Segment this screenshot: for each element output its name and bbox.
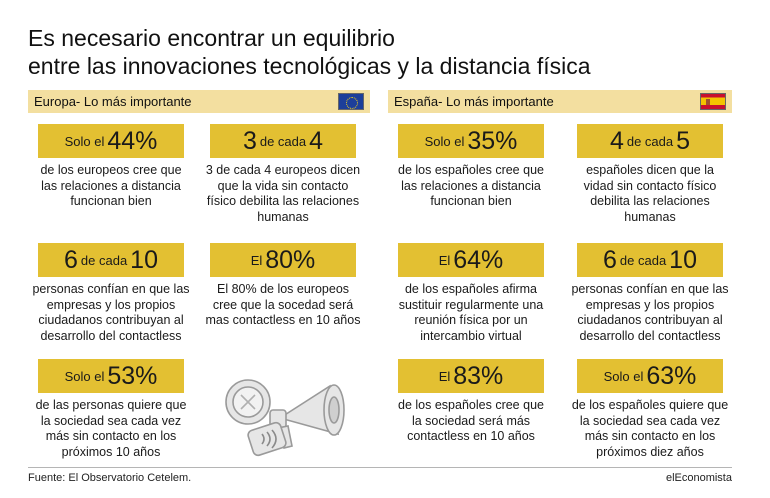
stat-connector: de cada bbox=[619, 252, 667, 268]
source-note: Fuente: El Observatorio Cetelem. bbox=[28, 472, 192, 484]
stat-value-2: 4 bbox=[309, 126, 324, 155]
stat-value: 64% bbox=[453, 245, 504, 274]
stat-highlight: Solo el 35% bbox=[398, 124, 544, 158]
stat-description: de los españoles afirma sustituir regula… bbox=[398, 282, 544, 343]
stat-highlight: 4 de cada 5 bbox=[577, 124, 723, 158]
stat-prefix: Solo el bbox=[64, 368, 105, 384]
stat-card: El 83% de los españoles cree que la soci… bbox=[386, 359, 556, 445]
stat-prefix: Solo el bbox=[64, 133, 105, 149]
title-line-2: entre las innovaciones tecnológicas y la… bbox=[28, 53, 591, 79]
stat-value-2: 5 bbox=[676, 126, 691, 155]
stat-highlight: El 83% bbox=[398, 359, 544, 393]
stat-connector: de cada bbox=[259, 133, 307, 149]
stat-card: Solo el 63% de los españoles quiere que … bbox=[565, 359, 735, 460]
stat-description: El 80% de los europeos cree que la soced… bbox=[205, 282, 361, 327]
stat-highlight: El 80% bbox=[210, 243, 356, 277]
stat-value-2: 10 bbox=[669, 245, 697, 274]
stat-highlight: 6 de cada 10 bbox=[38, 243, 184, 277]
stat-prefix: El bbox=[250, 252, 263, 268]
spain-header-label: España- Lo más importante bbox=[394, 94, 554, 109]
stat-description: españoles dicen que la vidad sin contact… bbox=[583, 163, 717, 224]
stat-value: 80% bbox=[265, 245, 316, 274]
stat-card: 6 de cada 10 personas confían en que las… bbox=[565, 243, 735, 344]
stat-description: de los españoles quiere que la sociedad … bbox=[571, 398, 729, 459]
stat-value: 53% bbox=[107, 361, 158, 390]
stat-description: de los españoles cree que las relaciones… bbox=[398, 163, 544, 208]
spain-flag-icon bbox=[700, 93, 726, 110]
title-line-1: Es necesario encontrar un equilibrio bbox=[28, 25, 395, 51]
europe-header-label: Europa- Lo más importante bbox=[34, 94, 192, 109]
brand-logo: elEconomista bbox=[665, 472, 732, 484]
stat-value: 35% bbox=[467, 126, 518, 155]
stat-highlight: Solo el 63% bbox=[577, 359, 723, 393]
stat-value: 4 bbox=[609, 126, 624, 155]
stat-card: 3 de cada 4 3 de cada 4 europeos dicen q… bbox=[198, 124, 368, 225]
stat-value: 3 bbox=[242, 126, 257, 155]
stat-value: 6 bbox=[603, 245, 617, 274]
stat-value: 83% bbox=[453, 361, 504, 390]
stat-description: 3 de cada 4 europeos dicen que la vida s… bbox=[205, 163, 361, 224]
stat-highlight: Solo el 44% bbox=[38, 124, 184, 158]
stat-value: 6 bbox=[64, 245, 78, 274]
stat-prefix: El bbox=[438, 252, 451, 268]
stat-card: Solo el 53% de las personas quiere que l… bbox=[26, 359, 196, 460]
stat-value: 63% bbox=[646, 361, 697, 390]
stat-highlight: 6 de cada 10 bbox=[577, 243, 723, 277]
page-title: Es necesario encontrar un equilibrio ent… bbox=[28, 24, 748, 80]
stat-highlight: 3 de cada 4 bbox=[210, 124, 356, 158]
stat-connector: de cada bbox=[80, 252, 128, 268]
stat-card: Solo el 44% de los europeos cree que las… bbox=[26, 124, 196, 210]
europe-header: Europa- Lo más importante bbox=[28, 90, 370, 113]
stat-prefix: Solo el bbox=[603, 368, 644, 384]
stat-description: de los europeos cree que las relaciones … bbox=[40, 163, 182, 208]
stat-description: de los españoles cree que la sociedad se… bbox=[398, 398, 544, 443]
eu-flag-icon bbox=[338, 93, 364, 110]
stat-card: Solo el 35% de los españoles cree que la… bbox=[386, 124, 556, 210]
stat-highlight: El 64% bbox=[398, 243, 544, 277]
stat-card: El 80% El 80% de los europeos cree que l… bbox=[198, 243, 368, 329]
stat-value: 44% bbox=[107, 126, 158, 155]
contactless-devices-icon bbox=[225, 379, 345, 457]
stat-description: de las personas quiere que la sociedad s… bbox=[35, 398, 187, 459]
stat-card: 4 de cada 5 españoles dicen que la vidad… bbox=[565, 124, 735, 225]
stat-value-2: 10 bbox=[130, 245, 158, 274]
stat-description: personas confían en que las empresas y l… bbox=[32, 282, 190, 343]
stat-description: personas confían en que las empresas y l… bbox=[571, 282, 729, 343]
stat-highlight: Solo el 53% bbox=[38, 359, 184, 393]
spain-header: España- Lo más importante bbox=[388, 90, 732, 113]
stat-card: El 64% de los españoles afirma sustituir… bbox=[386, 243, 556, 344]
stat-prefix: Solo el bbox=[424, 133, 465, 149]
stat-connector: de cada bbox=[626, 133, 674, 149]
stat-prefix: El bbox=[438, 368, 451, 384]
stat-card: 6 de cada 10 personas confían en que las… bbox=[26, 243, 196, 344]
footer-divider bbox=[28, 467, 732, 468]
